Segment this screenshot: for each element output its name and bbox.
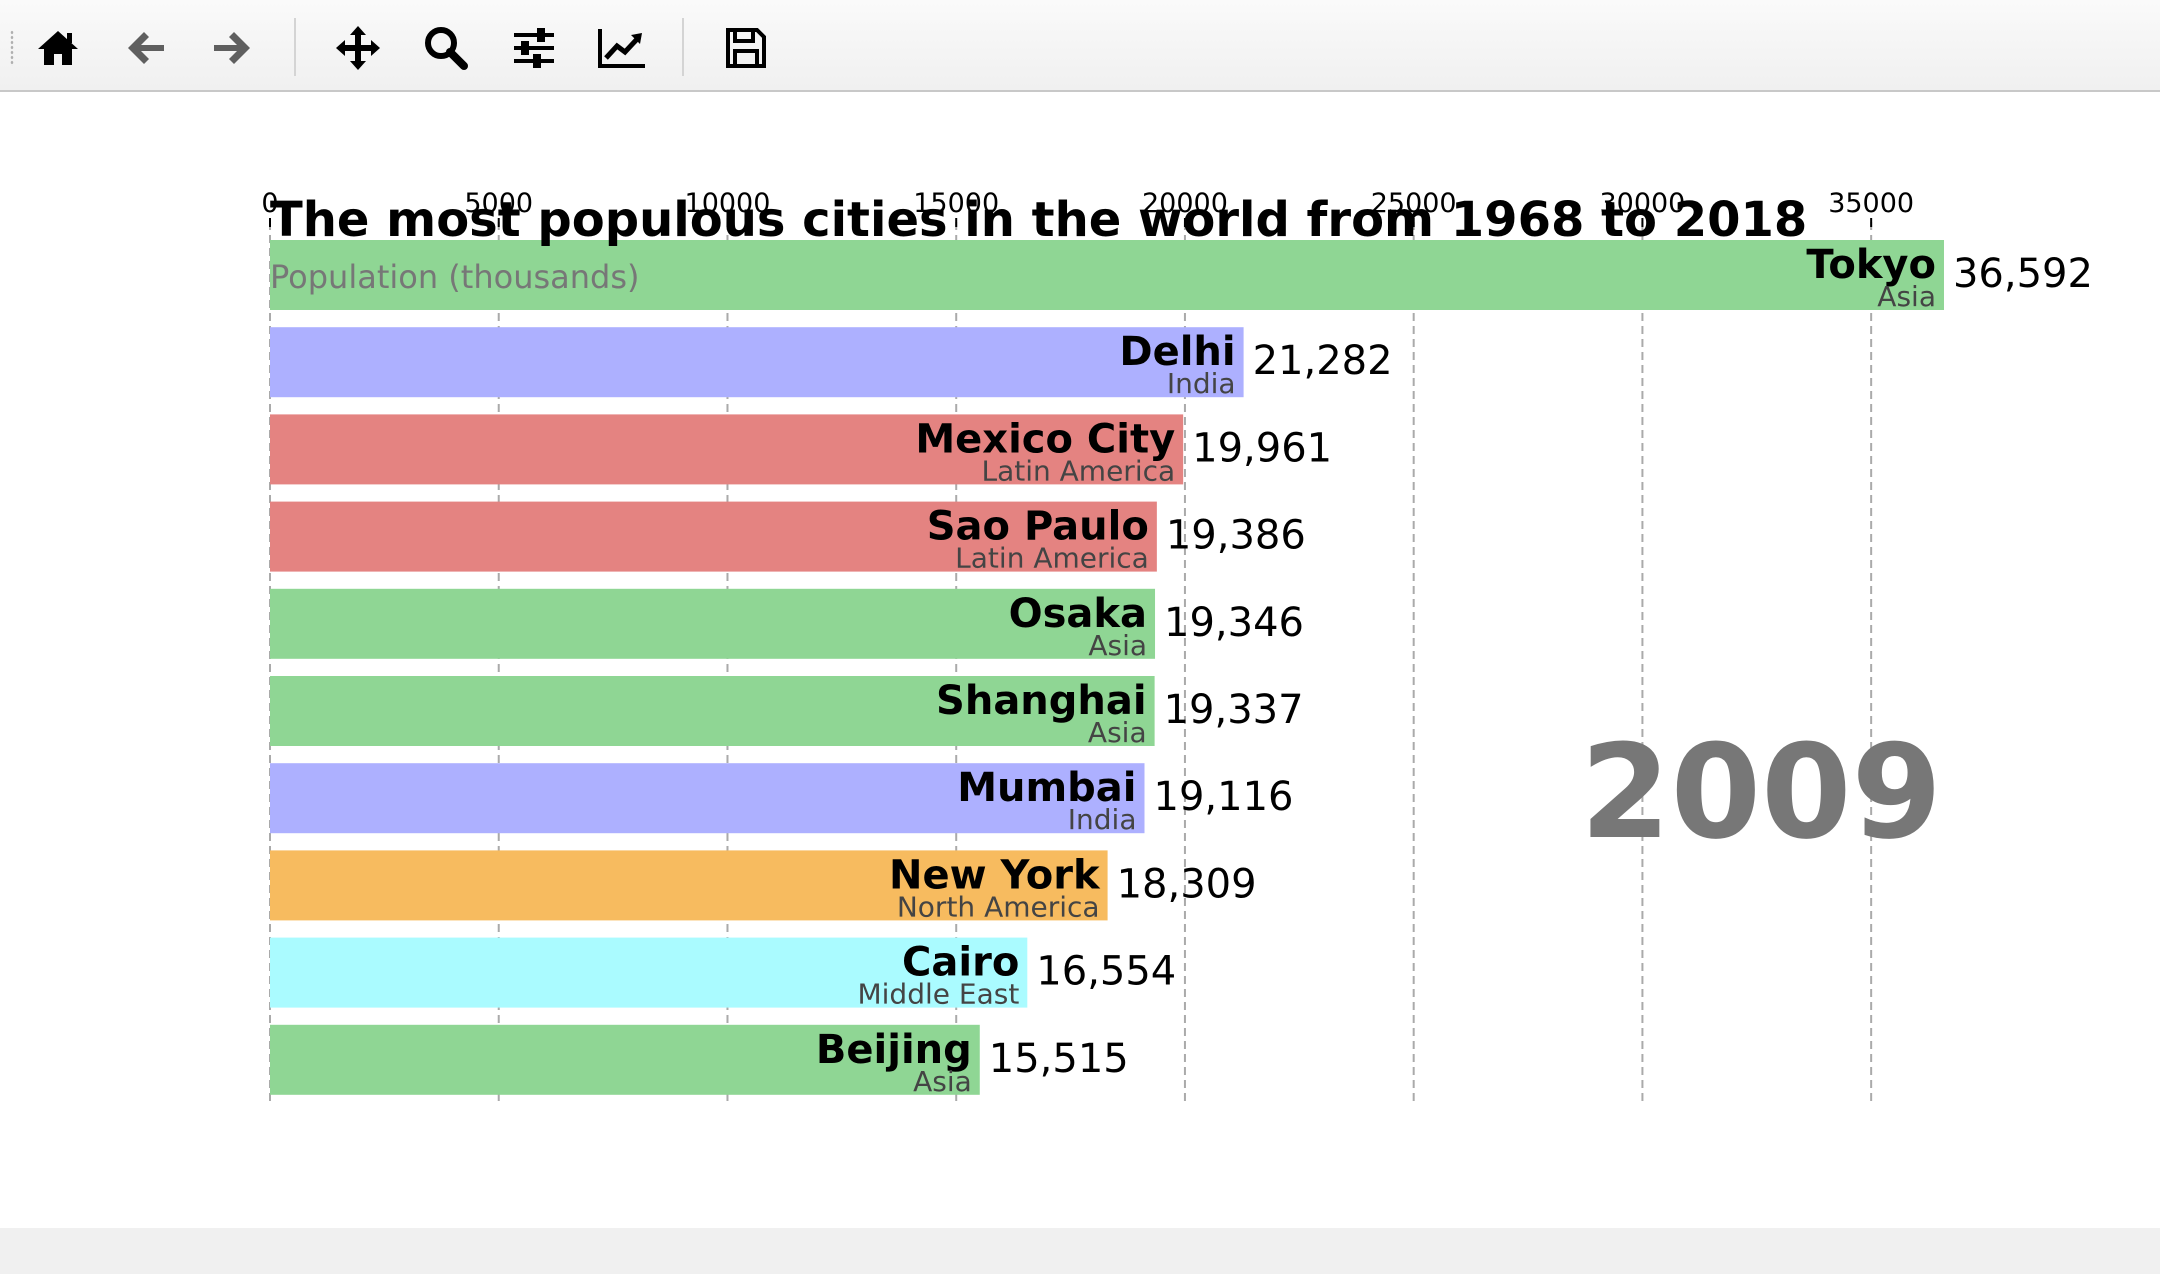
x-tick-label: 35000 — [1828, 188, 1914, 219]
bar-group-label: Asia — [913, 1065, 972, 1098]
bar-shanghai — [270, 676, 1155, 746]
bar-new-york — [270, 850, 1108, 921]
bar-beijing — [270, 1024, 980, 1095]
bar-city-label: Sao Paulo — [927, 504, 1149, 550]
pan-button[interactable] — [328, 18, 388, 78]
bar-group-label: India — [1068, 803, 1137, 836]
x-tick-label: 15000 — [913, 188, 999, 219]
bar-mumbai — [270, 763, 1145, 834]
bar-city-label: Mexico City — [915, 416, 1175, 462]
sliders-icon — [514, 28, 554, 68]
status-bar — [0, 1228, 2160, 1274]
edit-axis-button[interactable] — [592, 18, 652, 78]
forward-button[interactable] — [202, 18, 262, 78]
bar-value-label: 19,346 — [1164, 600, 1304, 646]
home-button[interactable] — [28, 18, 88, 78]
bar-value-label: 19,961 — [1192, 425, 1332, 471]
x-tick-label: 30000 — [1599, 188, 1685, 219]
configure-button[interactable] — [504, 18, 564, 78]
x-tick-label: 20000 — [1142, 188, 1228, 219]
bar-group-label: Asia — [1088, 629, 1147, 662]
bar-sao-paulo — [270, 501, 1157, 572]
bar-value-label: 36,592 — [1953, 251, 2093, 297]
bar-group-label: Latin America — [981, 454, 1175, 487]
bar-city-label: Osaka — [1009, 591, 1147, 637]
bar-value-label: 19,386 — [1166, 513, 1306, 559]
chart-title: The most populous cities in the world fr… — [270, 192, 1807, 248]
bar-chart: 0 5000 10000 15000 20000 25000 30000 35000 Toky… — [261, 188, 2093, 1102]
move-icon — [336, 26, 380, 70]
bar-value-label: 19,337 — [1164, 687, 1304, 733]
x-tick-label: 25000 — [1371, 188, 1457, 219]
zoom-button[interactable] — [416, 18, 476, 78]
bar-value-label: 21,282 — [1253, 338, 1393, 384]
bar-city-label: New York — [889, 852, 1101, 898]
bar-city-label: Beijing — [816, 1027, 972, 1073]
bar-city-label: Cairo — [902, 940, 1019, 986]
toolbar-separator — [294, 18, 296, 76]
bar-city-label: Shanghai — [936, 678, 1147, 724]
bar-value-label: 16,554 — [1036, 949, 1176, 995]
bar-city-label: Mumbai — [957, 765, 1136, 811]
bar-mexico-city — [270, 414, 1184, 485]
bar-osaka — [270, 588, 1156, 659]
bar-delhi — [270, 327, 1244, 398]
bar-value-label: 18,309 — [1117, 861, 1257, 907]
x-tick-label: 5000 — [464, 188, 533, 219]
bar-group-label: Asia — [1877, 280, 1936, 313]
save-icon — [726, 28, 766, 68]
bar-city-label: Tokyo — [1806, 242, 1936, 288]
bar-tokyo — [270, 240, 1944, 310]
bar-group-label: Middle East — [857, 978, 1019, 1011]
bar-group-label: North America — [897, 890, 1100, 923]
bar-cairo — [270, 937, 1028, 1008]
chart-line-icon — [598, 29, 645, 68]
bar-group-label: Latin America — [955, 542, 1149, 575]
toolbar-separator — [682, 18, 684, 76]
bar-city-label: Delhi — [1119, 329, 1235, 375]
back-button[interactable] — [116, 18, 176, 78]
bar-value-label: 15,515 — [989, 1036, 1129, 1082]
search-icon — [425, 27, 468, 70]
x-tick-label: 10000 — [685, 188, 771, 219]
arrow-right-icon — [214, 32, 250, 64]
x-tick-label: 0 — [261, 188, 278, 219]
year-label: 2009 — [1580, 716, 1942, 868]
home-icon — [38, 31, 78, 65]
arrow-left-icon — [128, 32, 164, 64]
toolbar — [0, 0, 2160, 92]
x-axis-label: Population (thousands) — [270, 258, 640, 296]
bar-group-label: India — [1167, 367, 1236, 400]
figure-canvas: 0 5000 10000 15000 20000 25000 30000 35000 Toky… — [0, 92, 2160, 1228]
bar-value-label: 19,116 — [1154, 774, 1294, 820]
toolbar-grip-icon[interactable] — [10, 30, 14, 66]
save-button[interactable] — [716, 18, 776, 78]
bar-group-label: Asia — [1088, 716, 1147, 749]
